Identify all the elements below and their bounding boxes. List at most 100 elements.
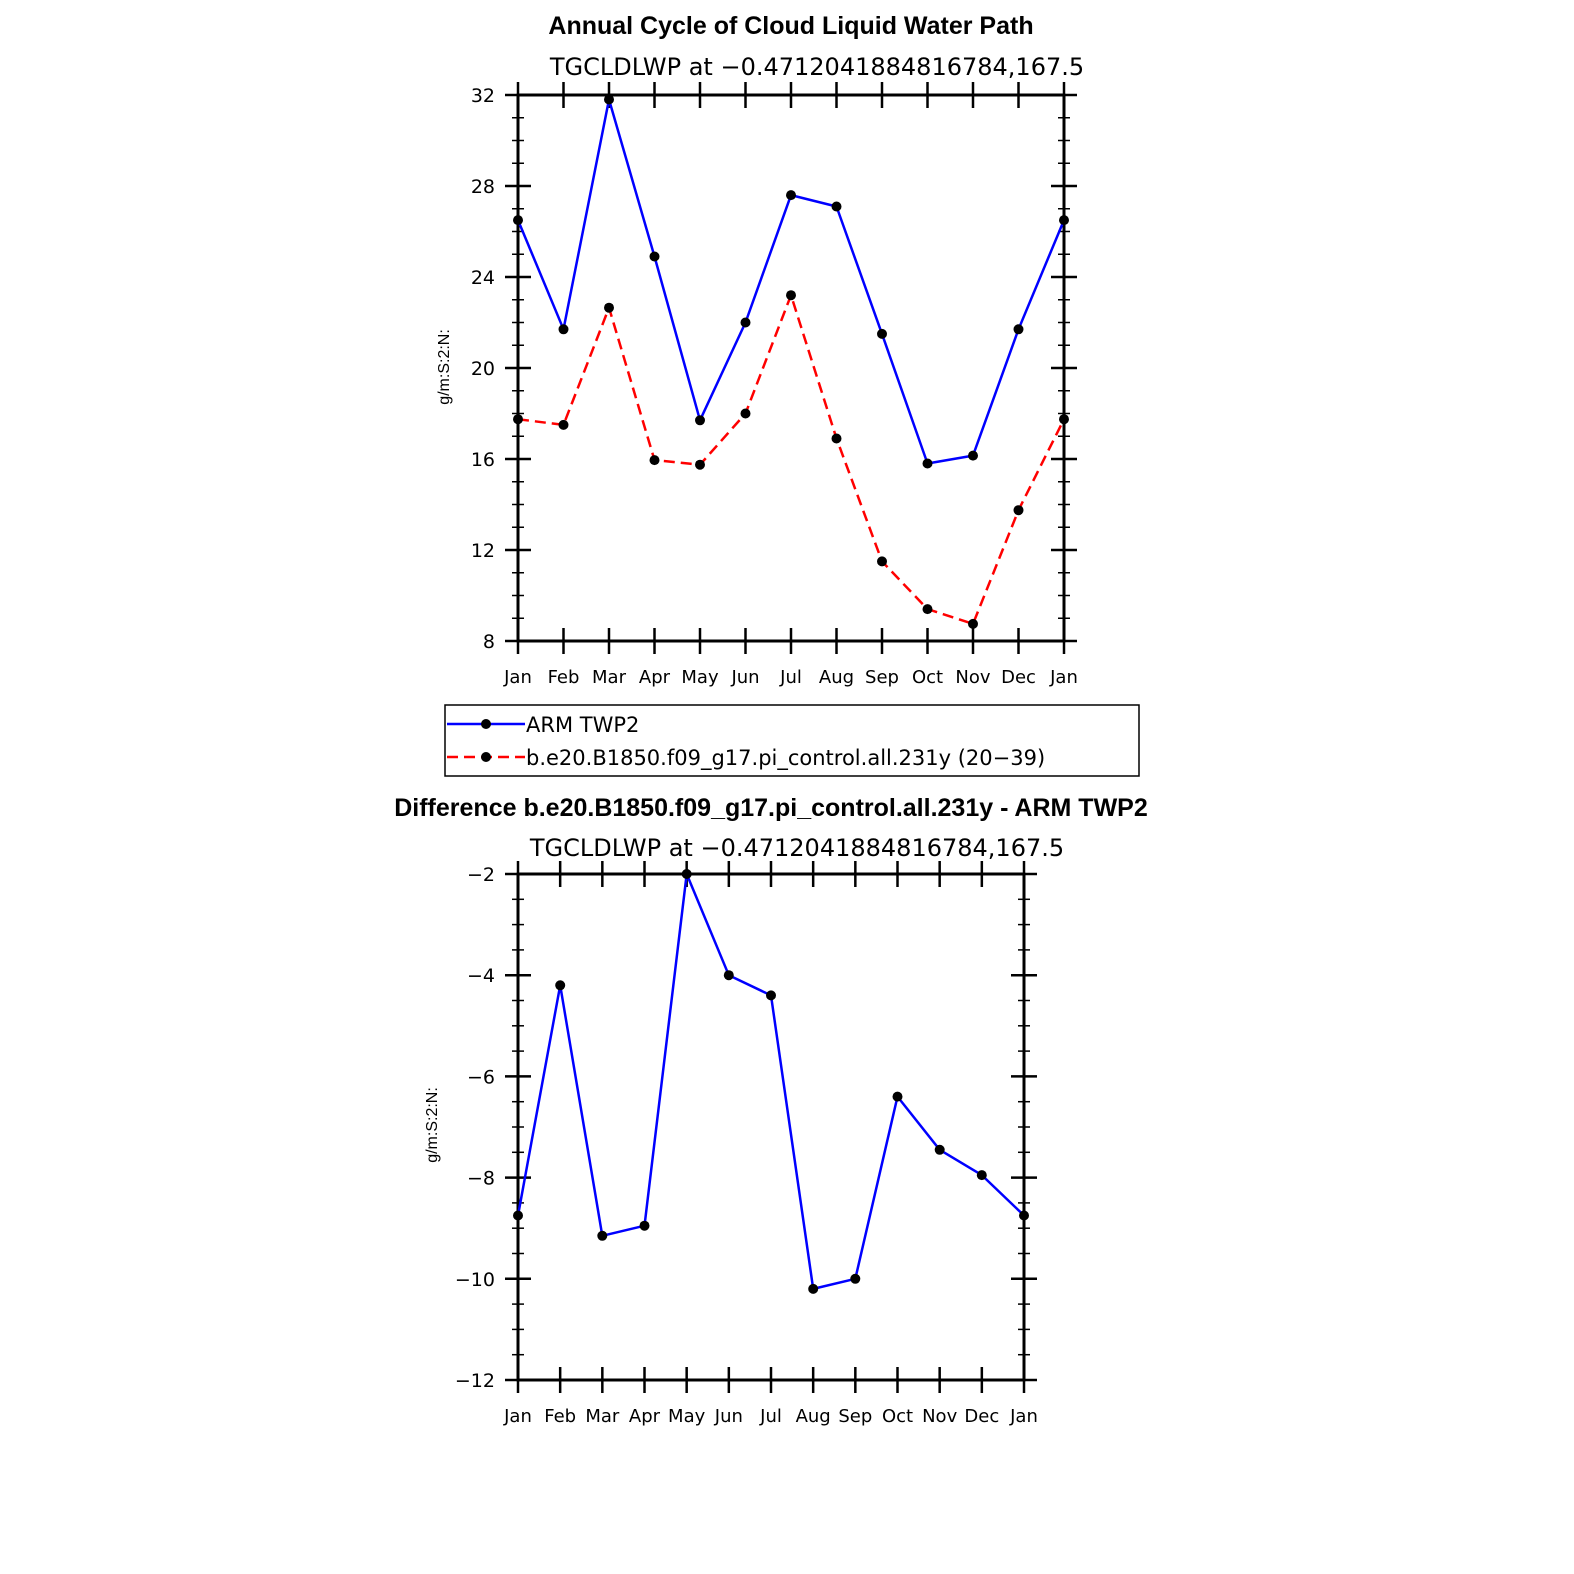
chart-title: Difference b.e20.B1850.f09_g17.pi_contro…: [394, 794, 1148, 822]
data-point: [649, 455, 660, 466]
x-tick-label: Sep: [838, 1406, 872, 1427]
data-point: [1019, 1210, 1029, 1221]
plot-axes: 32 28 24 20 16 12 8 Jan Feb Mar Apr May Jun Jul Aug Sep…: [471, 82, 1078, 688]
x-tick-label: Jan: [503, 1406, 532, 1427]
y-tick-label: −4: [467, 965, 495, 987]
x-tick-label: Feb: [544, 1406, 576, 1427]
data-point: [1059, 215, 1069, 226]
data-point: [558, 324, 569, 335]
plot-axes: −2 −4 −6 −8 −10 −12 Jan Feb Mar Apr May Jun Jul Aug Se…: [455, 861, 1038, 1427]
data-point: [976, 1170, 987, 1181]
y-axis-label: g/m:S:2:N:: [436, 329, 453, 405]
data-point: [831, 433, 842, 444]
y-tick-label: −2: [467, 864, 495, 886]
data-point: [1013, 324, 1024, 335]
plot-frame: [516, 872, 1026, 1382]
data-point: [922, 458, 933, 469]
x-tick-label: Nov: [955, 667, 990, 688]
legend-marker-model: [481, 752, 491, 762]
data-point: [558, 419, 569, 430]
difference-chart: Difference b.e20.B1850.f09_g17.pi_contro…: [394, 794, 1148, 1427]
data-point: [597, 1230, 608, 1241]
chart-subtitle: TGCLDLWP at −0.4712041884816784,167.5: [549, 53, 1084, 81]
y-tick-label: 8: [483, 631, 495, 653]
data-point: [934, 1144, 945, 1155]
x-tick-label: Mar: [592, 667, 627, 688]
data-point: [766, 990, 776, 1001]
data-point: [649, 251, 660, 262]
data-point: [604, 302, 614, 313]
data-point: [723, 970, 734, 981]
x-tick-label: Aug: [819, 667, 854, 688]
data-point: [850, 1273, 861, 1284]
data-point: [555, 980, 566, 991]
data-point: [740, 317, 751, 328]
data-point: [639, 1220, 650, 1231]
y-tick-label: 20: [471, 358, 495, 380]
x-tick-label: Jul: [779, 667, 802, 688]
data-point: [808, 1283, 819, 1294]
data-point: [695, 459, 705, 470]
x-tick-label: Jan: [1009, 1406, 1038, 1427]
y-tick-label: 28: [471, 176, 495, 198]
x-tick-label: Oct: [882, 1406, 913, 1427]
x-tick-label: Jun: [730, 667, 759, 688]
y-tick-label: −8: [467, 1168, 495, 1190]
data-point: [968, 450, 978, 461]
data-point: [968, 618, 978, 629]
data-point: [877, 328, 887, 339]
chart-subtitle: TGCLDLWP at −0.4712041884816784,167.5: [529, 834, 1064, 862]
y-tick-label: 12: [471, 540, 495, 562]
series-layer: [513, 94, 1069, 629]
y-tick-label: 24: [471, 267, 495, 289]
x-tick-label: Jan: [503, 667, 532, 688]
y-tick-label: 32: [471, 85, 495, 107]
x-tick-label: Mar: [585, 1406, 620, 1427]
legend: ARM TWP2 b.e20.B1850.f09_g17.pi_control.…: [444, 704, 1140, 777]
data-point: [513, 215, 523, 226]
legend-marker-arm: [481, 719, 491, 729]
data-point: [513, 414, 523, 425]
series-line-0: [516, 872, 1025, 1291]
annual-cycle-chart: Annual Cycle of Cloud Liquid Water Path …: [436, 12, 1084, 688]
legend-box: [444, 704, 1140, 777]
series-line-1: [517, 293, 1066, 626]
data-point: [695, 415, 705, 426]
legend-entry-model: b.e20.B1850.f09_g17.pi_control.all.231y …: [526, 746, 1045, 771]
chart-title: Annual Cycle of Cloud Liquid Water Path: [548, 12, 1033, 40]
x-tick-label: May: [681, 667, 719, 688]
x-tick-label: Oct: [912, 667, 943, 688]
x-tick-label: Jan: [1049, 667, 1078, 688]
data-point: [740, 408, 751, 419]
data-point: [922, 604, 933, 615]
x-tick-label: Jul: [759, 1406, 782, 1427]
data-point: [1013, 505, 1024, 516]
legend-entry-arm: ARM TWP2: [526, 713, 639, 737]
data-point: [513, 1210, 523, 1221]
x-tick-label: Sep: [865, 667, 899, 688]
x-tick-label: May: [668, 1406, 706, 1427]
x-tick-label: Feb: [548, 667, 580, 688]
x-tick-label: Apr: [639, 667, 671, 688]
data-point: [681, 869, 692, 879]
data-point: [786, 190, 796, 201]
y-tick-label: −6: [467, 1066, 495, 1088]
data-point: [1059, 414, 1069, 425]
x-tick-label: Nov: [922, 1406, 957, 1427]
x-tick-label: Aug: [796, 1406, 831, 1427]
x-tick-label: Apr: [629, 1406, 661, 1427]
y-axis-label: g/m:S:2:N:: [424, 1087, 441, 1163]
y-tick-label: −10: [455, 1269, 495, 1291]
x-tick-label: Dec: [964, 1406, 999, 1427]
data-point: [831, 201, 842, 212]
data-point: [604, 94, 614, 105]
series-layer: [513, 869, 1029, 1294]
data-point: [786, 290, 796, 301]
x-tick-label: Dec: [1001, 667, 1036, 688]
x-tick-label: Jun: [714, 1406, 743, 1427]
data-point: [892, 1091, 903, 1102]
plot-frame: [516, 93, 1066, 643]
series-line-0: [516, 98, 1066, 465]
data-point: [877, 556, 887, 567]
y-tick-label: 16: [471, 449, 495, 471]
